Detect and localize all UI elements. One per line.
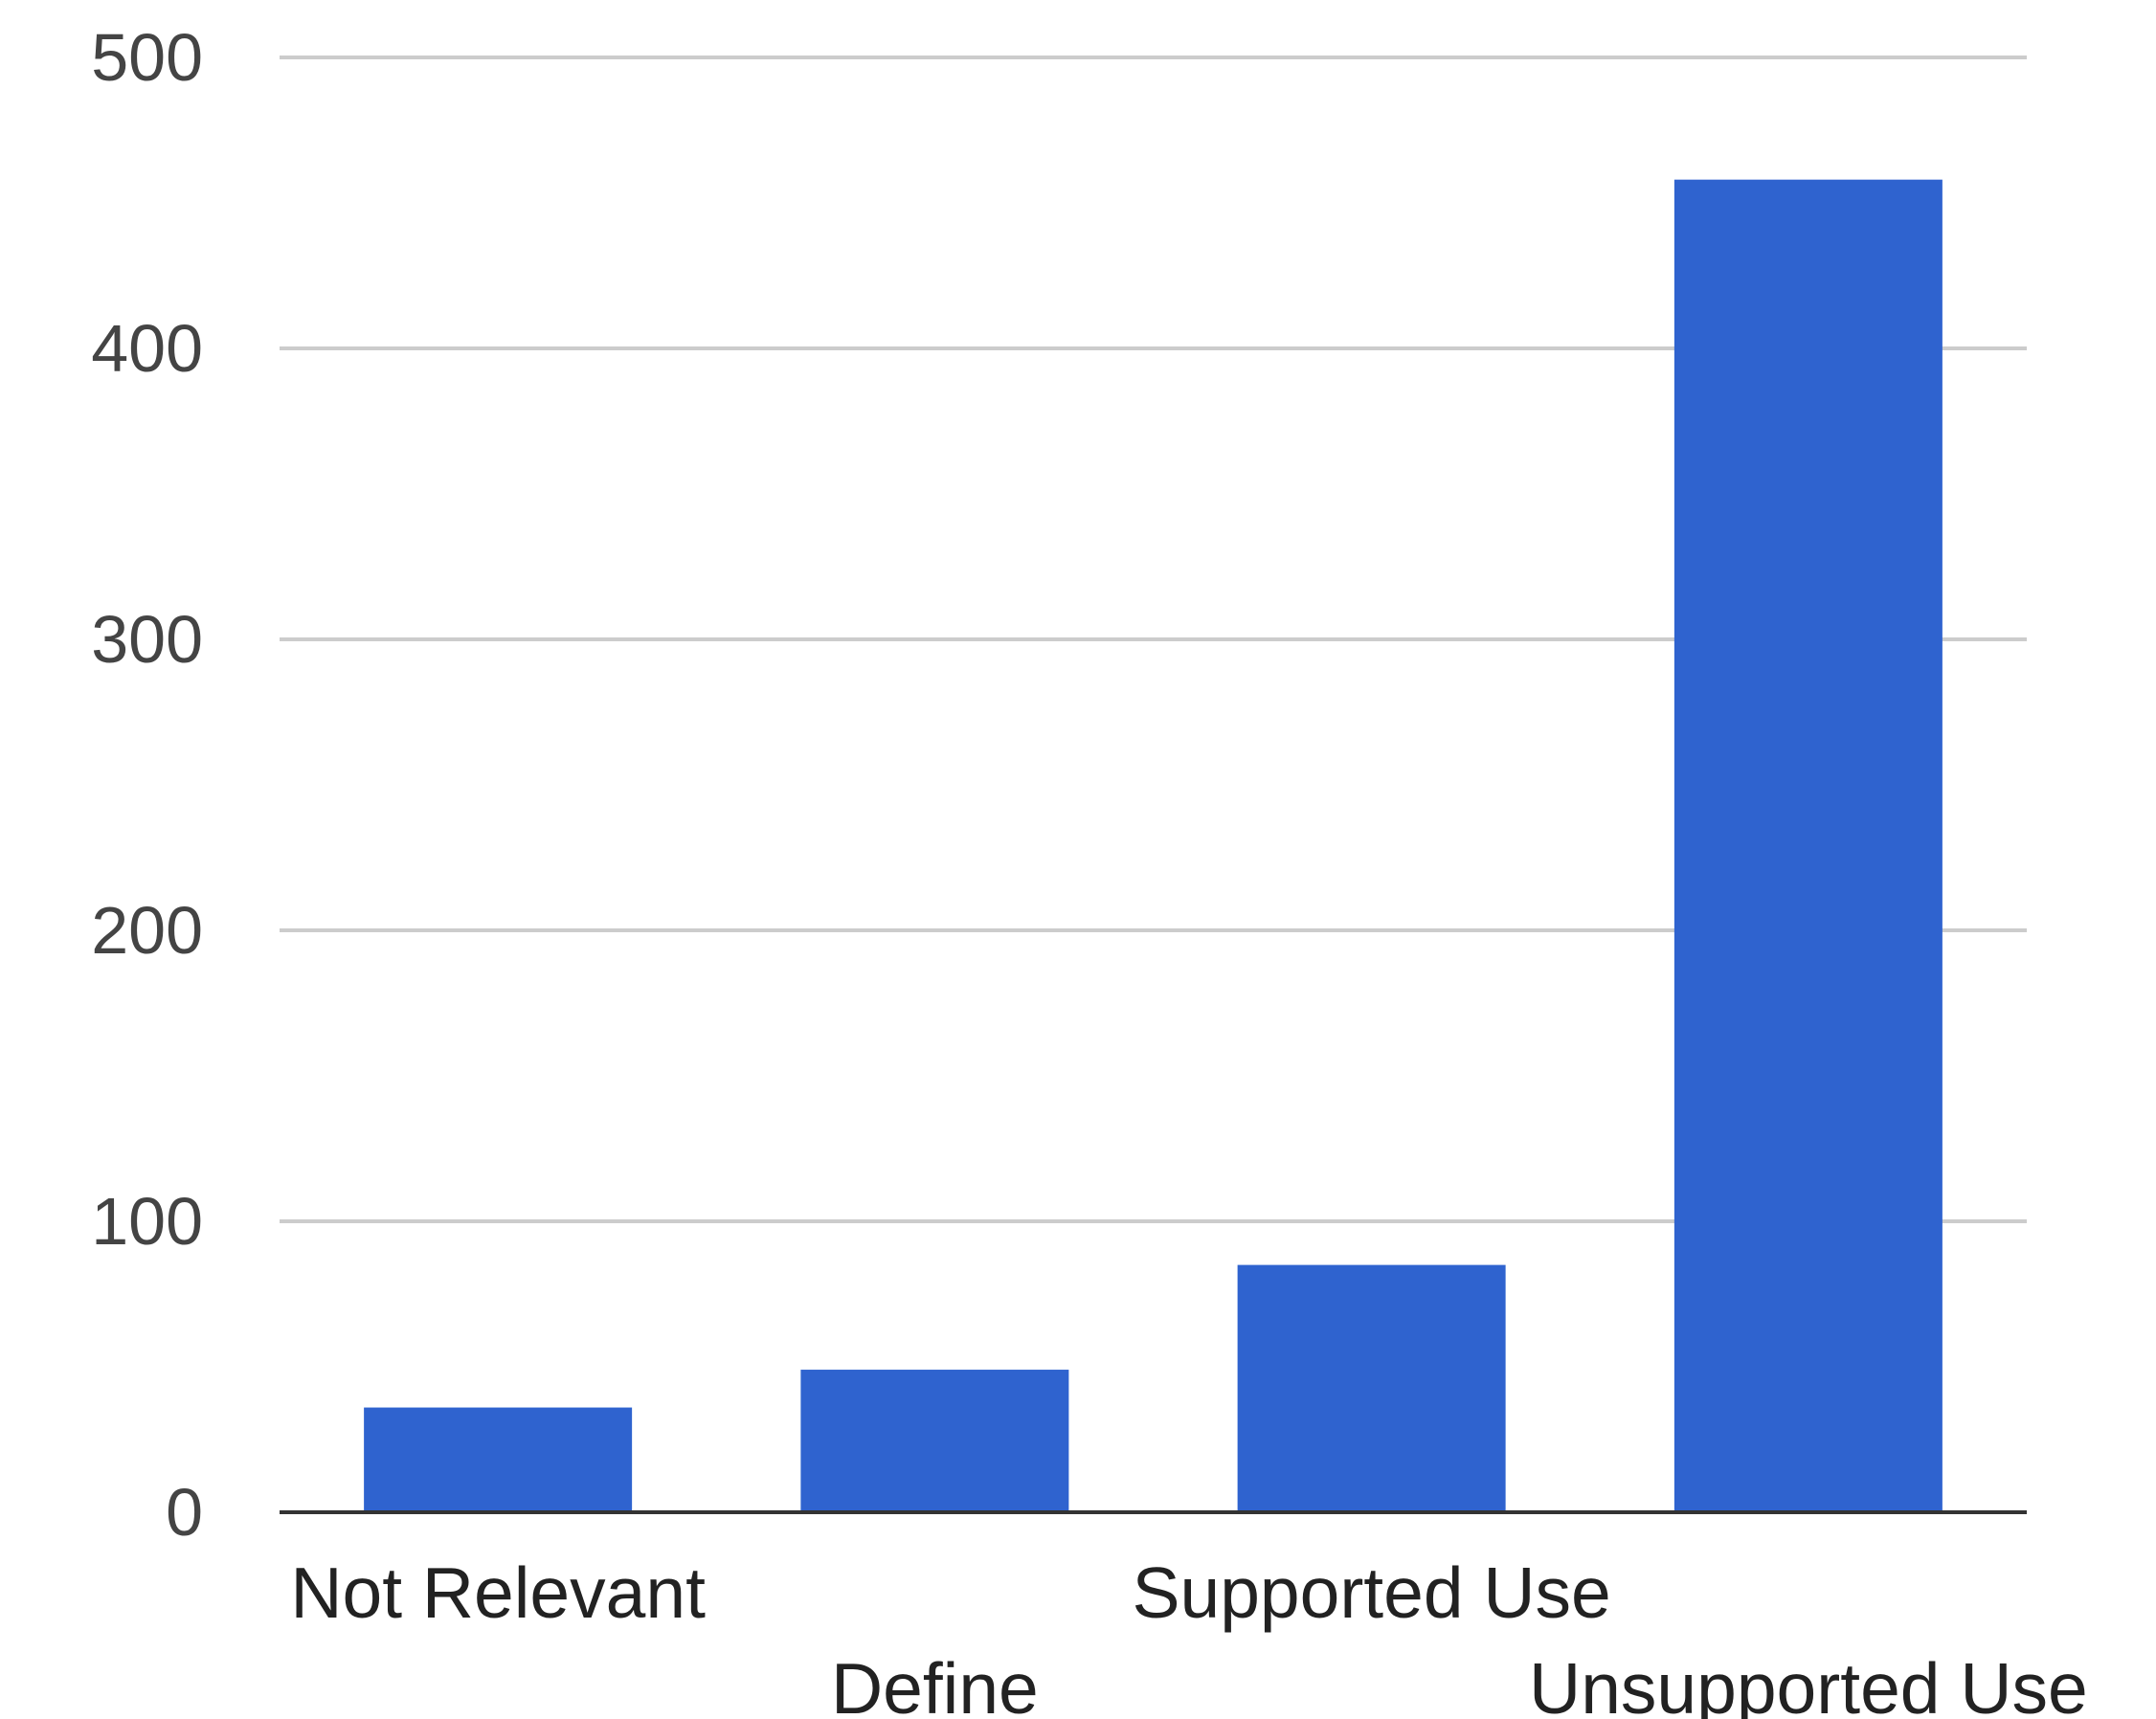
axes: 0 100 200 300 400 500 (91, 20, 2027, 1550)
x-category-label-not-relevant: Not Relevant (290, 1552, 706, 1633)
bar-not-relevant (364, 1407, 633, 1512)
x-category-label-define: Define (831, 1648, 1039, 1719)
y-tick-label-200: 200 (91, 893, 203, 968)
bar-supported-use (1237, 1264, 1506, 1512)
y-tick-label-400: 400 (91, 311, 203, 386)
x-category-label-unsupported-use: Unsupported Use (1529, 1648, 2088, 1719)
y-tick-label-0: 0 (166, 1475, 203, 1550)
bar-unsupported-use (1673, 179, 1943, 1513)
bar-define (800, 1370, 1069, 1512)
y-tick-label-100: 100 (91, 1184, 203, 1259)
y-tick-label-300: 300 (91, 602, 203, 677)
labels: Not Relevant Define Supported Use Unsupport… (290, 1552, 2087, 1719)
y-tick-label-500: 500 (91, 20, 203, 95)
bars (364, 179, 1943, 1513)
x-category-label-supported-use: Supported Use (1132, 1552, 1610, 1633)
